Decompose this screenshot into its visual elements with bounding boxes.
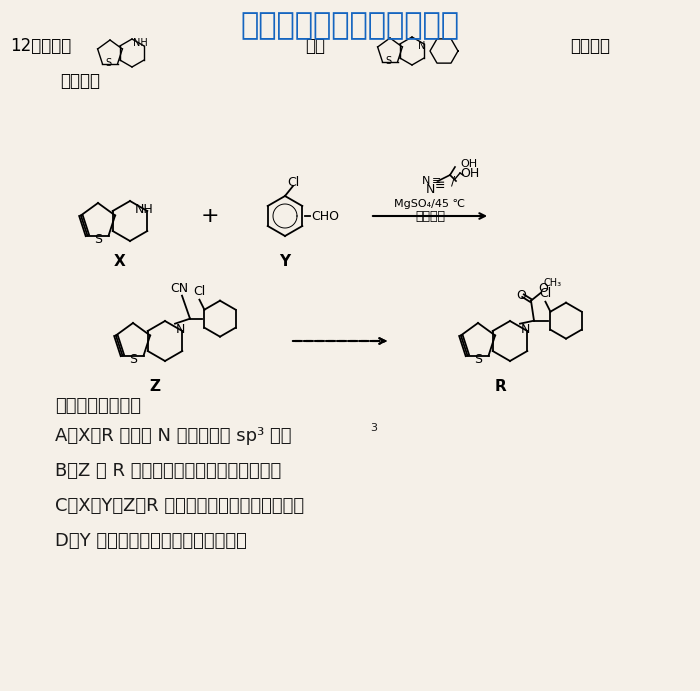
Text: /: /: [451, 175, 455, 187]
Text: NH: NH: [132, 38, 148, 48]
Text: X: X: [114, 254, 126, 269]
Text: O: O: [516, 289, 526, 302]
Text: 图所示：: 图所示：: [60, 72, 100, 90]
Text: 下列说法错误的是: 下列说法错误的是: [55, 397, 141, 415]
Text: N: N: [426, 182, 435, 196]
Text: Y: Y: [279, 254, 290, 269]
Text: N: N: [520, 323, 530, 336]
Text: A．X、R 分子中 N 原子均采取 sp³ 杂化: A．X、R 分子中 N 原子均采取 sp³ 杂化: [55, 427, 291, 445]
Text: N: N: [421, 176, 430, 186]
Text: 微信公众号关注：趣找答案: 微信公众号关注：趣找答案: [241, 12, 459, 41]
Text: 12．一种由: 12．一种由: [10, 37, 71, 55]
Text: S: S: [474, 352, 482, 366]
Text: R: R: [494, 379, 506, 393]
Text: C．X、Y、Z、R 均含苯环且属于芳香族化合物: C．X、Y、Z、R 均含苯环且属于芳香族化合物: [55, 497, 304, 515]
Text: Cl: Cl: [287, 176, 299, 189]
Text: S: S: [94, 232, 102, 245]
Text: CHO: CHO: [311, 209, 339, 223]
Text: S: S: [385, 56, 391, 66]
Text: NH: NH: [134, 202, 153, 216]
Text: CN: CN: [170, 282, 188, 295]
Text: MgSO₄/45 ℃: MgSO₄/45 ℃: [395, 199, 466, 209]
Text: CH₃: CH₃: [544, 278, 562, 287]
Text: N: N: [175, 323, 185, 336]
Text: ≡: ≡: [432, 176, 442, 186]
Text: Cl: Cl: [539, 287, 552, 300]
Text: 的流程如: 的流程如: [570, 37, 610, 55]
Text: OH: OH: [461, 167, 480, 180]
Text: ≡: ≡: [435, 178, 445, 191]
Text: 甲苯溶剂: 甲苯溶剂: [415, 209, 445, 223]
Text: Z: Z: [150, 379, 160, 393]
Text: B．Z 和 R 分子中均只含有一个手性碳原子: B．Z 和 R 分子中均只含有一个手性碳原子: [55, 462, 281, 480]
Text: 制备: 制备: [305, 37, 325, 55]
Text: D．Y 分子中所有原子可能在同一平面: D．Y 分子中所有原子可能在同一平面: [55, 532, 247, 550]
Text: O: O: [538, 282, 548, 295]
Text: Cl: Cl: [193, 285, 206, 299]
Text: +: +: [201, 206, 219, 226]
Text: S: S: [105, 58, 111, 68]
Text: OH: OH: [460, 159, 477, 169]
Text: 3: 3: [370, 423, 377, 433]
Text: S: S: [129, 352, 137, 366]
Text: N: N: [419, 41, 426, 51]
